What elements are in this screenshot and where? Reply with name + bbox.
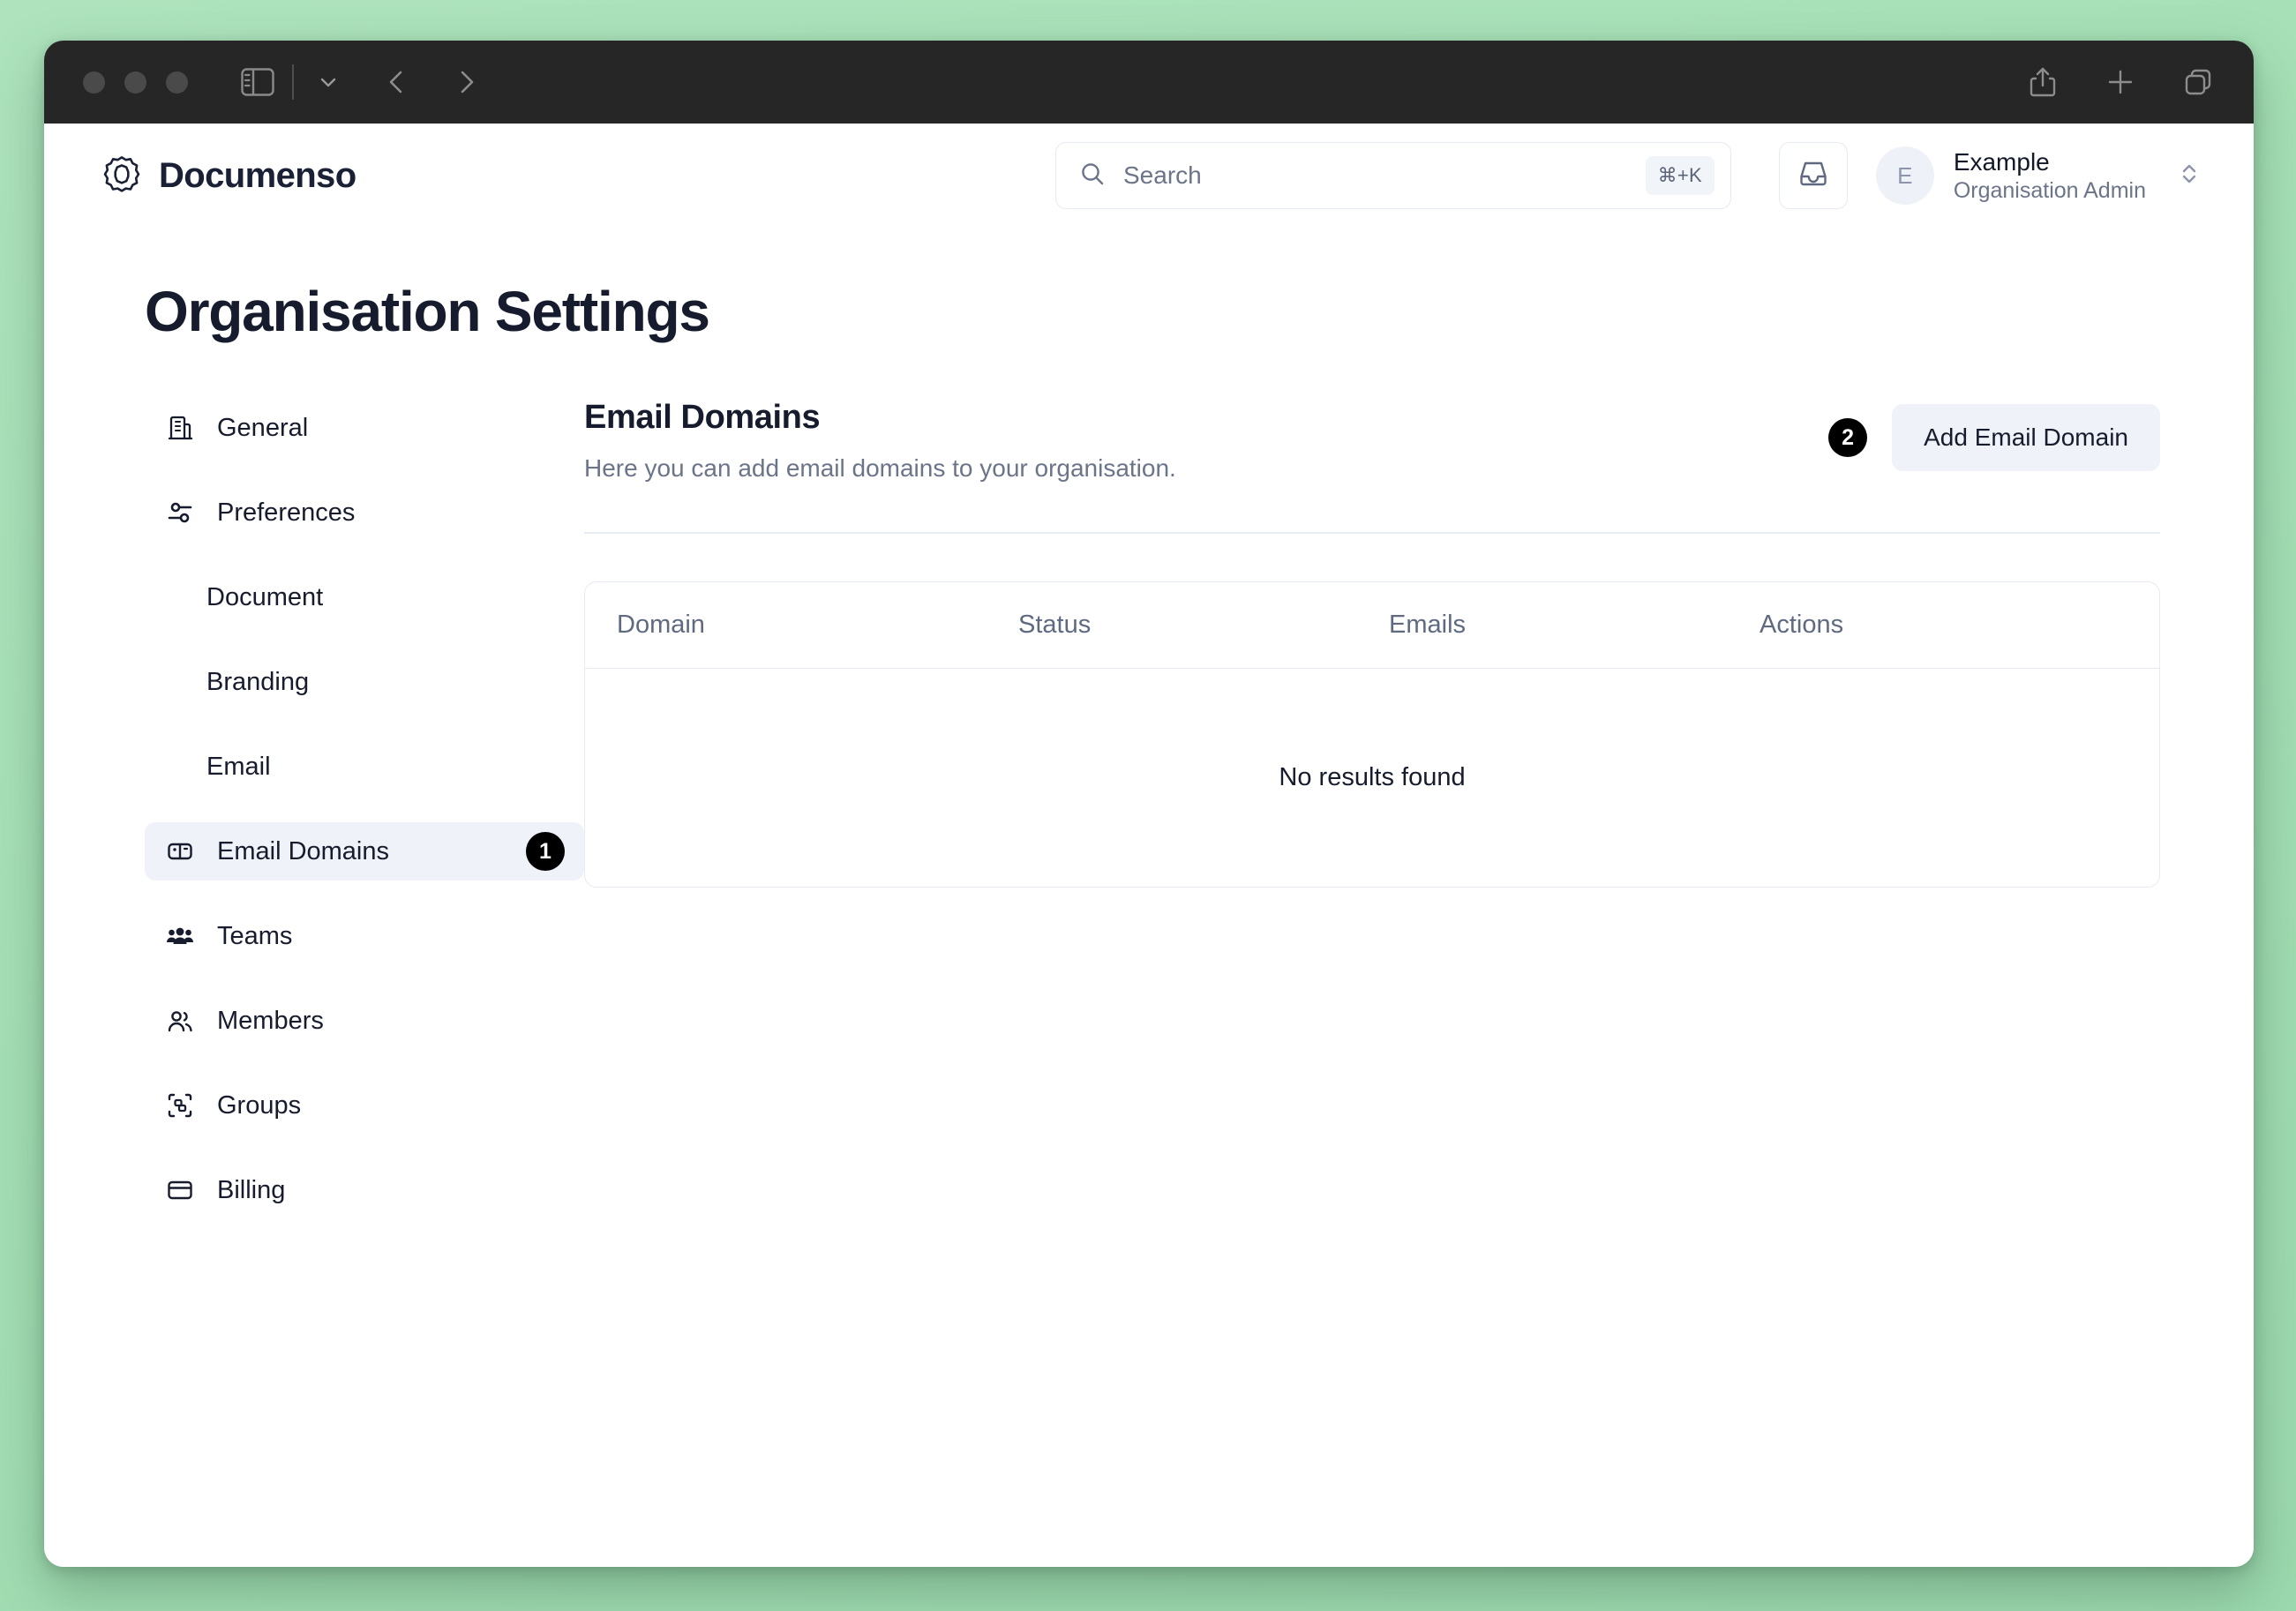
users-icon	[164, 1005, 196, 1037]
groups-select-icon	[164, 1090, 196, 1121]
close-window-button[interactable]	[83, 71, 105, 94]
application-content: Documenso Search ⌘+K	[44, 124, 2254, 1567]
chevron-right-icon[interactable]	[442, 58, 490, 106]
documenso-seal-icon	[102, 154, 141, 198]
users-group-icon	[164, 920, 196, 952]
sidebar-item-label: Preferences	[217, 498, 356, 527]
search-placeholder: Search	[1123, 161, 1202, 189]
window-controls[interactable]	[83, 71, 188, 94]
minimize-window-button[interactable]	[124, 71, 146, 94]
sidebar-item-groups[interactable]: Groups	[145, 1076, 584, 1135]
tabs-icon[interactable]	[2174, 58, 2222, 106]
app-header: Documenso Search ⌘+K	[44, 124, 2254, 228]
section-title: Email Domains	[584, 399, 821, 436]
account-switcher[interactable]: E Example Organisation Admin	[1875, 146, 2204, 205]
sidebar-item-label: Teams	[217, 921, 293, 950]
sidebar-item-general[interactable]: General	[145, 399, 584, 457]
column-header-actions: Actions	[1760, 610, 1844, 639]
mailbox-icon	[164, 835, 196, 867]
email-domains-table: Domain Status Emails Actions No results …	[584, 581, 2160, 888]
settings-sidebar: General Preferences Document	[44, 399, 584, 1246]
sidebar-item-members[interactable]: Members	[145, 992, 584, 1050]
search-shortcut-badge: ⌘+K	[1645, 156, 1714, 195]
step-badge-1: 1	[526, 832, 565, 871]
sidebar-item-branding[interactable]: Branding	[145, 653, 584, 711]
sliders-icon	[164, 497, 196, 528]
avatar: E	[1875, 146, 1934, 205]
column-header-emails: Emails	[1389, 610, 1467, 639]
plus-icon[interactable]	[2097, 58, 2144, 106]
browser-titlebar	[44, 41, 2254, 124]
search-input[interactable]: Search ⌘+K	[1055, 142, 1731, 209]
step-badge-2: 2	[1828, 418, 1868, 457]
sidebar-item-preferences[interactable]: Preferences	[145, 483, 584, 542]
search-icon	[1079, 161, 1106, 191]
search-container[interactable]: Search ⌘+K	[1055, 142, 1731, 209]
brand-name: Documenso	[159, 155, 356, 195]
share-icon[interactable]	[2019, 58, 2067, 106]
sidebar-item-label: Groups	[217, 1090, 302, 1120]
sidebar-item-email-domains[interactable]: Email Domains 1	[145, 822, 584, 880]
chevron-down-icon[interactable]	[304, 58, 352, 106]
account-role: Organisation Admin	[1953, 177, 2146, 203]
table-empty-state: No results found	[1279, 762, 1466, 791]
maximize-window-button[interactable]	[166, 71, 188, 94]
column-header-domain: Domain	[617, 610, 705, 639]
page-title: Organisation Settings	[145, 280, 710, 343]
add-email-domain-button[interactable]: Add Email Domain	[1892, 404, 2160, 471]
sidebar-item-document[interactable]: Document	[145, 568, 584, 626]
sidebar-item-label: General	[217, 413, 309, 442]
chevron-left-icon[interactable]	[373, 58, 421, 106]
sidebar-item-teams[interactable]: Teams	[145, 907, 584, 965]
inbox-button[interactable]	[1778, 142, 1848, 209]
sidebar-item-label: Document	[206, 582, 324, 611]
section-subtitle: Here you can add email domains to your o…	[584, 454, 1176, 482]
building-icon	[164, 412, 196, 444]
sidebar-item-label: Branding	[206, 667, 310, 696]
inbox-icon	[1798, 159, 1828, 193]
main-panel: Email Domains Here you can add email dom…	[584, 399, 2254, 1246]
sidebar-item-label: Billing	[217, 1175, 286, 1204]
credit-card-icon	[164, 1174, 196, 1206]
table-header-row: Domain Status Emails Actions	[585, 582, 2159, 669]
sidebar-item-email[interactable]: Email	[145, 738, 584, 796]
sidebar-panel-icon[interactable]	[234, 58, 281, 106]
chevron-up-down-icon	[2178, 159, 2201, 193]
sidebar-item-label: Email Domains	[217, 836, 389, 865]
sidebar-item-billing[interactable]: Billing	[145, 1161, 584, 1219]
account-name: Example	[1953, 147, 2050, 176]
header-actions: E Example Organisation Admin	[1778, 142, 2204, 209]
section-divider	[584, 532, 2160, 534]
sidebar-item-label: Members	[217, 1006, 324, 1035]
brand-logo[interactable]: Documenso	[102, 154, 356, 198]
sidebar-item-label: Email	[206, 752, 271, 781]
toolbar-divider	[292, 64, 294, 100]
column-header-status: Status	[1018, 610, 1092, 639]
browser-window: Documenso Search ⌘+K	[44, 41, 2254, 1567]
